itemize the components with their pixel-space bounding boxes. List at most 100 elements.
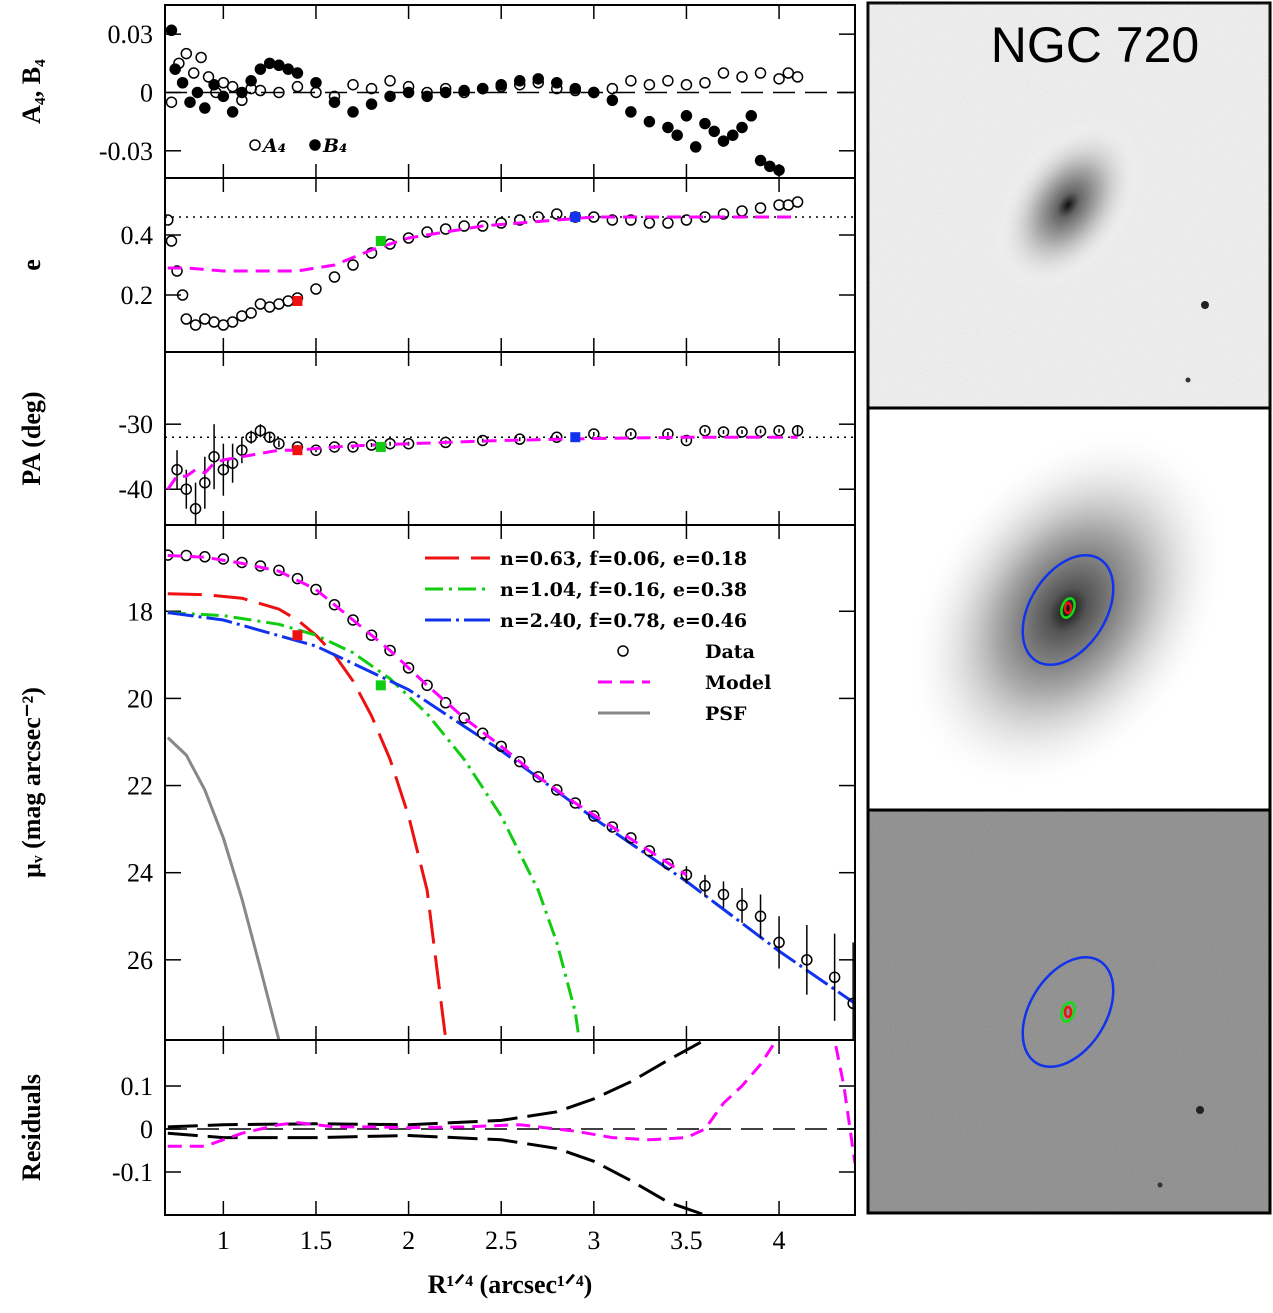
marker [588, 86, 600, 99]
marker [680, 110, 693, 122]
marker [662, 75, 674, 87]
marker [495, 78, 507, 91]
y-axis-label: μᵥ (mag arcsec⁻²) [17, 687, 46, 878]
marker [773, 936, 785, 949]
marker [217, 90, 230, 103]
marker [254, 84, 267, 97]
x-tick-label: 3.5 [670, 1226, 703, 1255]
y-tick-label: 0.1 [121, 1072, 154, 1101]
marker [458, 712, 470, 724]
marker [226, 80, 239, 93]
marker [606, 94, 619, 106]
marker [736, 899, 748, 912]
model-galaxy [905, 427, 1231, 793]
legend-label: n=0.63, f=0.06, e=0.18 [500, 548, 747, 570]
marker [680, 78, 693, 91]
marker [263, 57, 276, 70]
panel: 18 20 22 24 26 μᵥ (mag arcsec⁻²) n=0.63, f=0.0… [17, 524, 856, 1041]
marker [180, 483, 193, 495]
marker [532, 771, 544, 783]
marker [217, 463, 230, 476]
marker [273, 298, 285, 310]
marker [625, 106, 637, 118]
ellipse-green [1060, 1001, 1076, 1023]
marker [291, 67, 304, 79]
y-tick-label: 0.2 [121, 281, 154, 310]
ellipse-red [1063, 1005, 1073, 1019]
marker [245, 307, 257, 319]
marker [476, 727, 489, 740]
marker [773, 164, 785, 176]
ellipse-blue [1021, 956, 1115, 1068]
marker [310, 583, 322, 596]
marker [273, 564, 285, 577]
marker [495, 217, 507, 229]
marker [662, 858, 674, 870]
marker [282, 295, 294, 307]
marker [513, 755, 526, 768]
marker [625, 832, 637, 844]
galaxy [994, 119, 1142, 291]
marker-square [375, 680, 386, 691]
marker [202, 71, 215, 83]
marker [245, 75, 257, 87]
plot-area [165, 24, 855, 176]
marker-square [292, 296, 303, 306]
marker [169, 63, 181, 75]
legend-marker [617, 645, 629, 657]
marker [699, 117, 711, 130]
marker [384, 75, 396, 87]
marker-square [570, 212, 581, 222]
marker [176, 77, 189, 89]
marker [171, 463, 183, 476]
marker [764, 160, 776, 173]
marker [165, 96, 178, 108]
marker-square [292, 630, 303, 641]
marker [532, 73, 544, 85]
x-tick-label: 4 [773, 1226, 786, 1255]
marker [199, 476, 211, 489]
marker [773, 199, 785, 211]
marker [439, 223, 452, 235]
marker [365, 629, 378, 641]
legend-marker [249, 139, 261, 151]
star [1157, 1182, 1163, 1188]
marker [310, 77, 322, 89]
marker [476, 82, 489, 95]
marker [689, 141, 702, 153]
marker [606, 821, 619, 833]
marker [402, 662, 415, 674]
marker [754, 154, 767, 167]
marker [226, 106, 239, 118]
marker [643, 217, 656, 229]
marker [458, 220, 470, 232]
marker [291, 572, 304, 585]
y-tick-label: 0.4 [121, 221, 154, 250]
marker [717, 67, 730, 79]
marker [273, 437, 285, 450]
marker [365, 82, 378, 95]
marker [347, 614, 359, 626]
plot-area [165, 1040, 855, 1215]
marker [791, 196, 804, 208]
marker [773, 424, 785, 437]
marker [847, 997, 855, 1010]
marker [754, 910, 767, 923]
marker [708, 125, 720, 138]
line-series [167, 592, 448, 1039]
marker [184, 96, 196, 108]
marker [606, 82, 619, 95]
marker [189, 502, 202, 515]
marker [421, 679, 433, 692]
marker [736, 71, 748, 83]
y-tick-label: 24 [127, 859, 153, 888]
y-tick-label: -30 [118, 410, 153, 439]
panel: 0.03 0 -0.03 A₄, B₄ A₄ B₄ [17, 4, 856, 179]
line-series [166, 736, 281, 1040]
y-tick-label: 0 [140, 78, 153, 107]
marker [208, 316, 220, 328]
marker [625, 75, 637, 87]
ellipse-blue [1021, 554, 1115, 666]
marker [643, 115, 656, 128]
marker [828, 971, 841, 984]
